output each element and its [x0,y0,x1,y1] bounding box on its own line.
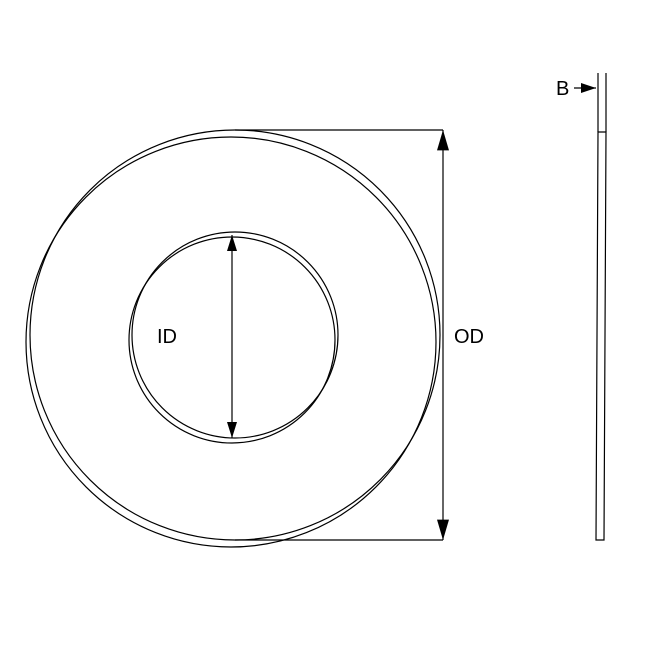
id-dimension: ID [157,235,237,438]
od-label: OD [454,326,484,348]
b-label: B [556,78,569,100]
b-dimension: B [556,73,606,132]
washer-side-view [596,132,606,540]
id-label: ID [157,326,177,348]
od-dimension: OD [235,130,484,540]
washer-front-view [26,130,440,547]
